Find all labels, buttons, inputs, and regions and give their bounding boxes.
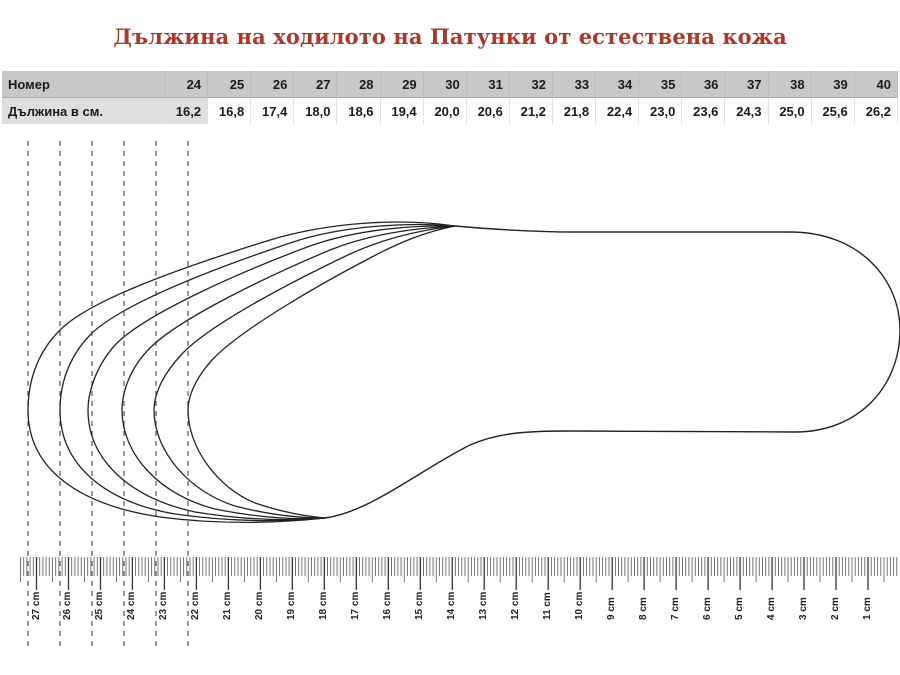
insole-heel-outlines [27,221,456,524]
ruler-label: 21 cm [222,591,234,620]
ruler-label: 19 cm [286,591,298,620]
size-cell: 30 [423,71,467,98]
size-cell: 37 [724,71,769,98]
ruler-label: 5 cm [734,597,746,620]
size-cell: 25 [207,71,252,98]
size-cell: 27 [293,71,338,98]
length-cell: 18,6 [336,97,381,124]
size-cell: 31 [466,71,510,98]
ruler-label: 24 cm [126,591,138,620]
length-cell: 20,0 [423,97,467,124]
length-cell: 19,4 [380,97,424,124]
ruler-label: 4 cm [766,597,778,620]
ruler-label: 12 cm [510,591,522,620]
length-cell: 22,4 [595,97,640,124]
length-cell: 23,0 [638,97,683,124]
length-row: Дължина в см. 16,2 16,8 17,4 18,0 18,6 1… [2,97,899,124]
ruler-label: 17 cm [350,591,362,620]
size-table: Номер 24 25 26 27 28 29 30 31 32 33 34 3… [2,71,899,124]
ruler-label: 2 cm [830,597,842,620]
length-cell: 21,2 [509,97,553,124]
ruler-label: 3 cm [798,597,810,620]
ruler-label: 13 cm [478,591,490,620]
size-cell: 40 [854,71,899,98]
ruler-label: 11 cm [542,592,554,620]
length-cell: 25,6 [811,97,855,124]
ruler-label: 27 cm [30,591,42,620]
length-cell: 16,2 [164,97,209,124]
length-cell: 26,2 [854,97,899,124]
ruler-label: 26 cm [62,591,74,620]
size-cell: 36 [681,71,726,98]
page-title: Дължина на ходилото на Патунки от естест… [113,24,787,49]
size-cell: 38 [768,71,812,98]
ruler-label: 10 cm [574,591,586,620]
size-cell: 32 [509,71,553,98]
size-cell: 35 [638,71,683,98]
ruler-label: 15 cm [414,591,426,620]
size-cell: 33 [552,71,597,98]
insole-outline-toe [324,225,900,519]
size-row: Номер 24 25 26 27 28 29 30 31 32 33 34 3… [2,71,899,98]
ruler-label: 18 cm [318,591,330,620]
size-row-label: Номер [2,71,165,98]
ruler [20,557,898,590]
ruler-label: 14 cm [446,591,458,620]
size-cell: 24 [164,71,209,98]
size-cell: 39 [811,71,855,98]
length-cell: 17,4 [250,97,295,124]
ruler-label: 22 cm [190,591,202,620]
length-cell: 16,8 [207,97,252,124]
length-row-label: Дължина в см. [2,97,165,124]
size-cell: 29 [380,71,424,98]
length-cell: 21,8 [552,97,597,124]
length-cell: 24,3 [724,97,769,124]
size-cell: 28 [336,71,381,98]
ruler-label: 1 cm [862,597,873,620]
ruler-label: 20 cm [254,591,266,620]
ruler-label: 8 cm [638,597,650,620]
ruler-label: 23 cm [158,591,170,620]
ruler-label: 7 cm [670,597,682,620]
size-cell: 34 [595,71,640,98]
ruler-label: 6 cm [702,597,714,620]
length-cell: 18,0 [293,97,338,124]
size-cell: 26 [250,71,295,98]
length-cell: 25,0 [768,97,812,124]
ruler-label: 25 cm [94,591,106,620]
ruler-label: 9 cm [606,597,618,620]
length-cell: 23,6 [681,97,726,124]
ruler-label: 16 cm [382,591,394,620]
length-cell: 20,6 [466,97,510,124]
